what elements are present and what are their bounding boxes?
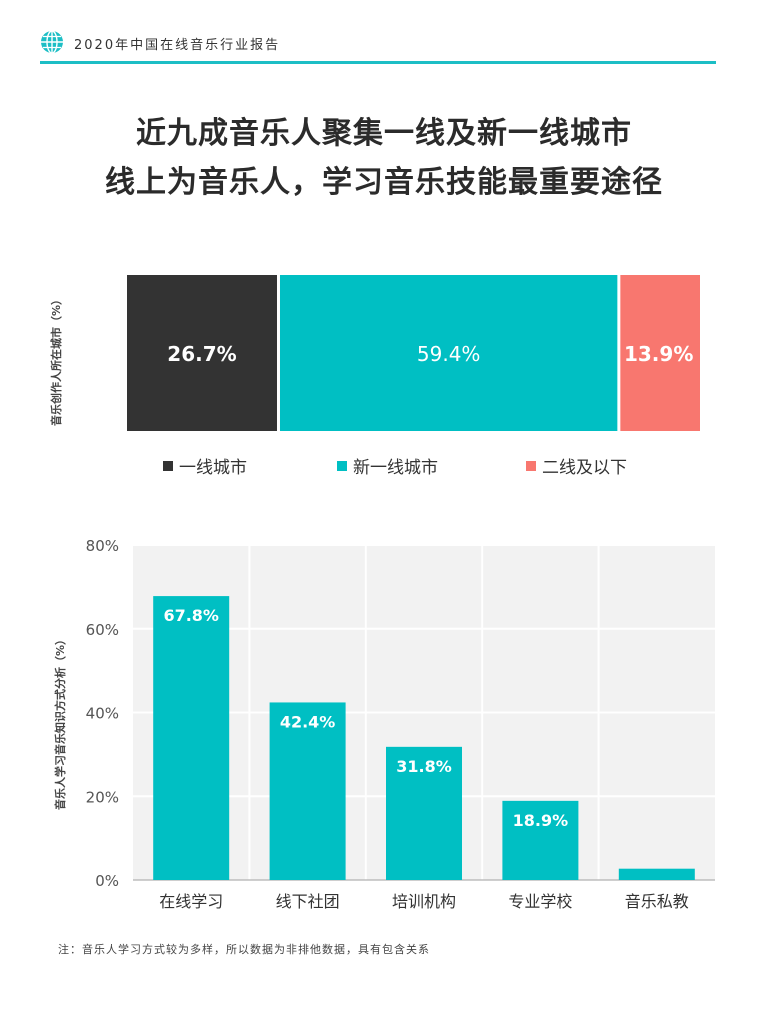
- stack-segment-label: 13.9%: [624, 342, 693, 366]
- legend-swatch: [526, 460, 536, 471]
- legend-swatch: [337, 460, 347, 471]
- stack-segment: [279, 275, 618, 431]
- bar-value-label: 2.7%: [635, 879, 679, 898]
- bar: [618, 868, 695, 880]
- stacked-chart-legend: 一线城市 新一线城市 二线及以下: [163, 453, 703, 478]
- bar-value-label: 42.4%: [280, 712, 336, 731]
- legend-label: 新一线城市: [353, 458, 438, 478]
- bar-value-label: 67.8%: [163, 606, 219, 625]
- stack-segment: [620, 275, 700, 431]
- legend-label: 二线及以下: [542, 458, 627, 478]
- headline-line-1: 近九成音乐人聚集一线及新一线城市: [136, 116, 632, 151]
- y-tick-label: 80%: [86, 537, 119, 555]
- header-divider: [40, 61, 716, 64]
- y-tick-label: 20%: [86, 788, 119, 806]
- legend-item-tier1: 一线城市: [163, 453, 247, 478]
- legend-item-tier2-below: 二线及以下: [526, 453, 627, 478]
- legend-item-new-tier1: 新一线城市: [337, 453, 438, 478]
- globe-icon: [41, 30, 63, 54]
- headline-line-2: 线上为音乐人，学习音乐技能最重要途径: [105, 165, 663, 200]
- y-tick-label: 40%: [86, 705, 119, 723]
- stack-segment-label: 59.4%: [417, 342, 481, 366]
- x-tick-label: 音乐私教: [625, 892, 689, 911]
- x-tick-label: 在线学习: [159, 892, 223, 911]
- x-tick-label: 培训机构: [392, 892, 456, 911]
- stack-segment-label: 26.7%: [167, 342, 236, 366]
- bar: [502, 800, 579, 880]
- x-tick-label: 线下社团: [276, 892, 340, 911]
- legend-label: 一线城市: [179, 458, 247, 478]
- footnote: 注：音乐人学习方式较为多样，所以数据为非排他数据，具有包含关系: [58, 943, 430, 956]
- bar-value-label: 31.8%: [396, 757, 452, 776]
- report-header: 2020年中国在线音乐行业报告: [40, 28, 716, 64]
- bar: [386, 746, 462, 880]
- report-title: 2020年中国在线音乐行业报告: [74, 38, 281, 53]
- bar: [153, 596, 230, 880]
- x-tick-label: 专业学校: [508, 892, 572, 911]
- y-tick-label: 60%: [86, 621, 119, 639]
- bar-value-label: 18.9%: [513, 811, 569, 830]
- stack-segment: [127, 275, 277, 431]
- bar: [269, 702, 346, 880]
- legend-swatch: [163, 460, 173, 471]
- y-tick-label: 0%: [95, 872, 119, 890]
